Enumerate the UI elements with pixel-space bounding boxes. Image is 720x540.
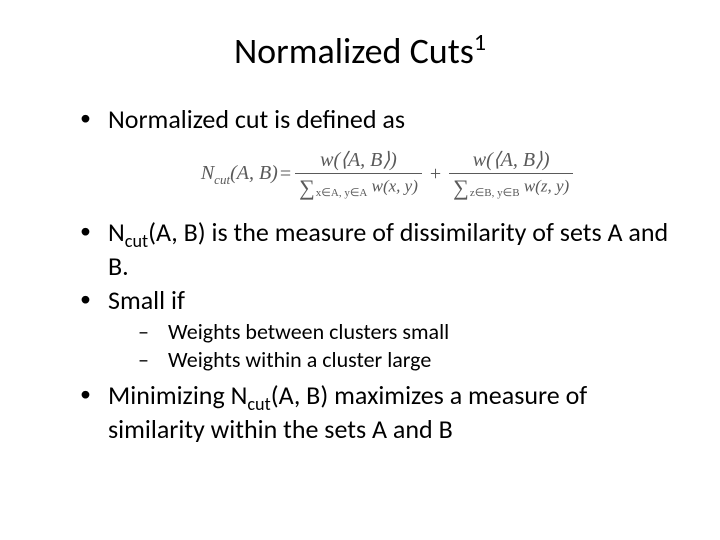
slide-title: Normalized Cuts1 [50, 28, 670, 73]
bullet-4-sub: cut [247, 393, 270, 415]
formula-N: N [201, 162, 214, 184]
bullet-1-text: Normalized cut is defined as [108, 103, 405, 135]
sub-bullet-2: Weights within a cluster large [138, 346, 670, 374]
title-superscript: 1 [474, 28, 486, 57]
bullet-list: Normalized cut is defined as Ncut(A, B) … [50, 105, 670, 445]
sub-bullet-list: Weights between clusters small Weights w… [108, 318, 670, 373]
bullet-4: Minimizing Ncut(A, B) maximizes a measur… [80, 381, 670, 445]
formula-container: Ncut(A, B) = w(⟨A, B⟩) ∑x∈A, y∈A w(x, y)… [108, 149, 670, 200]
bullet-3: Small if Weights between clusters small … [80, 286, 670, 373]
formula-lhs: Ncut(A, B) [201, 162, 278, 188]
formula-num1: w(⟨A, B⟩) [320, 149, 397, 171]
sigma-icon: ∑ [299, 175, 315, 200]
formula-eq: = [280, 163, 291, 186]
ncut-formula: Ncut(A, B) = w(⟨A, B⟩) ∑x∈A, y∈A w(x, y)… [201, 149, 577, 200]
bullet-3-text: Small if [108, 284, 185, 316]
formula-den2-fn: w(z, y) [524, 176, 569, 195]
formula-plus: + [430, 163, 441, 186]
formula-den1-fn: w(x, y) [372, 176, 418, 195]
formula-den1-sub: x∈A, y∈A [316, 187, 368, 199]
formula-den2-sub: z∈B, y∈B [470, 187, 520, 199]
formula-frac-1: w(⟨A, B⟩) ∑x∈A, y∈A w(x, y) [295, 149, 422, 200]
formula-N-sub: cut [214, 172, 230, 187]
bullet-2-pre: N [108, 216, 125, 248]
bullet-4-pre: Minimizing N [108, 379, 247, 411]
bullet-1: Normalized cut is defined as Ncut(A, B) … [80, 105, 670, 200]
sigma-icon: ∑ [453, 175, 469, 200]
bullet-2-post: (A, B) is the measure of dissimilarity o… [108, 216, 668, 282]
title-text: Normalized Cuts [234, 29, 474, 73]
formula-num2: w(⟨A, B⟩) [473, 149, 550, 171]
sub-bullet-1: Weights between clusters small [138, 318, 670, 346]
formula-frac-2: w(⟨A, B⟩) ∑z∈B, y∈B w(z, y) [449, 149, 573, 200]
formula-args: (A, B) [230, 162, 278, 184]
sub-bullet-1-text: Weights between clusters small [168, 318, 449, 345]
bullet-2: Ncut(A, B) is the measure of dissimilari… [80, 218, 670, 282]
bullet-2-sub: cut [125, 230, 148, 252]
sub-bullet-2-text: Weights within a cluster large [168, 346, 431, 373]
